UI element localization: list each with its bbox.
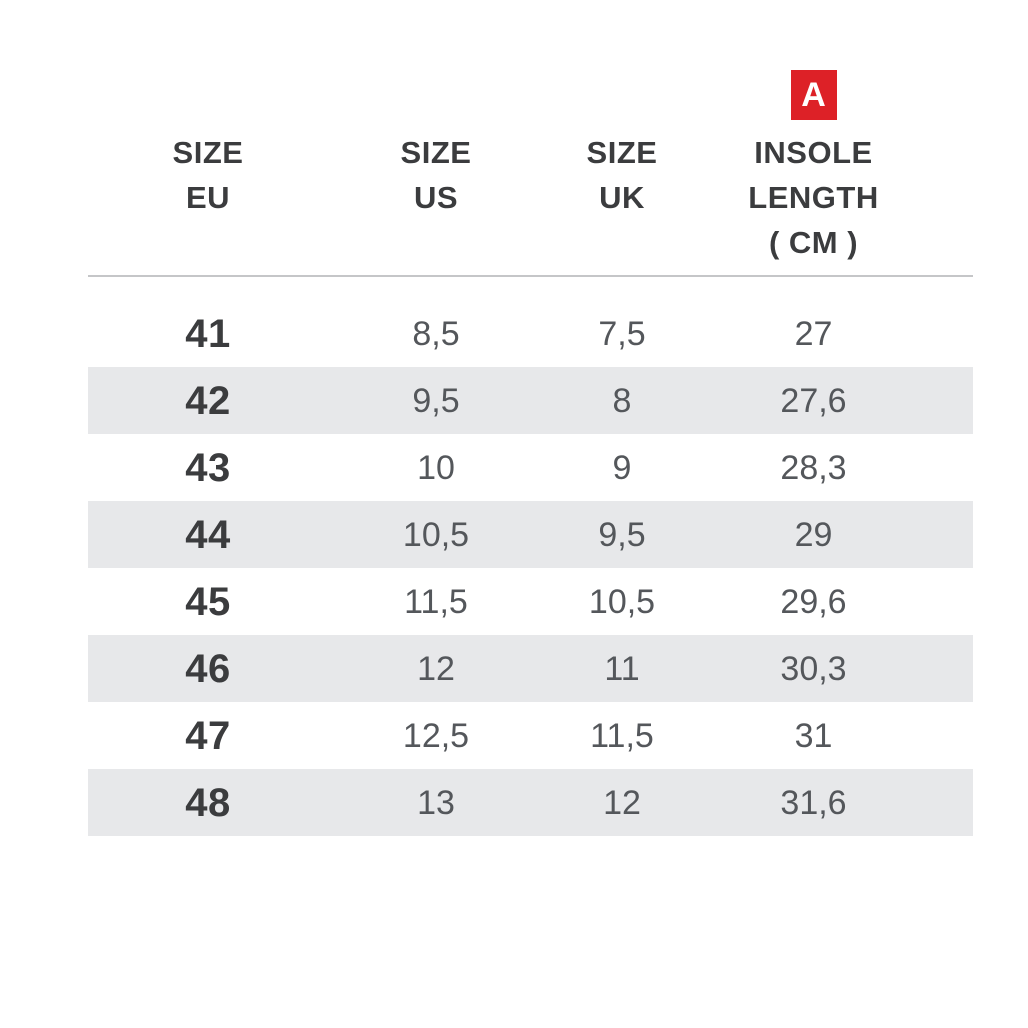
cell-insole: 28,3 — [780, 448, 847, 487]
column-header-line: INSOLE — [754, 135, 873, 170]
cell-uk: 9 — [612, 448, 632, 487]
table-row: 42 9,5 8 27,6 — [88, 367, 973, 434]
column-header-line: SIZE — [172, 135, 244, 170]
cell-eu: 46 — [185, 646, 231, 691]
cell-insole: 31 — [794, 716, 833, 755]
badge-cell: A — [700, 70, 973, 120]
cell-eu: 45 — [185, 579, 231, 624]
cell-uk: 11,5 — [590, 716, 654, 755]
cell-uk: 11 — [604, 649, 640, 688]
cell-insole: 30,3 — [780, 649, 847, 688]
cell-insole: 27,6 — [780, 381, 847, 420]
cell-eu: 42 — [185, 378, 231, 423]
cell-us: 12 — [417, 649, 455, 688]
table-header: SIZE EU SIZE US SIZE UK INSOLE LENGTH ( CM ) — [88, 130, 973, 265]
cell-insole: 27 — [794, 314, 833, 353]
cell-eu: 47 — [185, 713, 231, 758]
column-header-line: UK — [599, 180, 645, 215]
table-row: 48 13 12 31,6 — [88, 769, 973, 836]
cell-uk: 9,5 — [598, 515, 646, 554]
table-row: 45 11,5 10,5 29,6 — [88, 568, 973, 635]
column-header-line: EU — [185, 180, 231, 215]
table-body: 41 8,5 7,5 27 42 9,5 8 27,6 43 10 9 28,3 44 10,5 9,5 29… — [88, 300, 973, 836]
cell-eu: 44 — [185, 512, 231, 557]
cell-eu: 41 — [185, 311, 231, 356]
cell-us: 11,5 — [404, 582, 468, 621]
cell-insole: 29,6 — [780, 582, 847, 621]
column-header-eu: SIZE EU — [88, 130, 328, 265]
insole-length-marker-badge: A — [790, 70, 837, 120]
column-header-us: SIZE US — [328, 130, 544, 265]
column-header-insole: INSOLE LENGTH ( CM ) — [700, 130, 973, 265]
column-header-line: ( CM ) — [768, 225, 859, 260]
column-header-line: US — [413, 180, 459, 215]
cell-eu: 48 — [185, 780, 231, 825]
cell-us: 10 — [417, 448, 455, 487]
cell-eu: 43 — [185, 445, 231, 490]
cell-uk: 7,5 — [598, 314, 646, 353]
table-row: 46 12 11 30,3 — [88, 635, 973, 702]
column-header-line: SIZE — [400, 135, 472, 170]
cell-us: 9,5 — [412, 381, 460, 420]
cell-insole: 29 — [794, 515, 833, 554]
cell-us: 8,5 — [412, 314, 460, 353]
cell-us: 10,5 — [402, 515, 470, 554]
cell-uk: 10,5 — [588, 582, 656, 621]
cell-insole: 31,6 — [780, 783, 847, 822]
column-header-line: SIZE — [586, 135, 658, 170]
cell-uk: 12 — [603, 783, 641, 822]
badge-row: A — [88, 70, 973, 120]
table-row: 44 10,5 9,5 29 — [88, 501, 973, 568]
cell-us: 13 — [417, 783, 455, 822]
column-header-line: LENGTH — [748, 180, 879, 215]
table-row: 47 12,5 11,5 31 — [88, 702, 973, 769]
header-divider — [88, 275, 973, 277]
cell-us: 12,5 — [402, 716, 470, 755]
size-table: A SIZE EU SIZE US SIZE UK INSOLE LENGTH ( CM ) 4… — [88, 0, 973, 1028]
table-row: 43 10 9 28,3 — [88, 434, 973, 501]
cell-uk: 8 — [612, 381, 632, 420]
column-header-uk: SIZE UK — [544, 130, 700, 265]
table-row: 41 8,5 7,5 27 — [88, 300, 973, 367]
